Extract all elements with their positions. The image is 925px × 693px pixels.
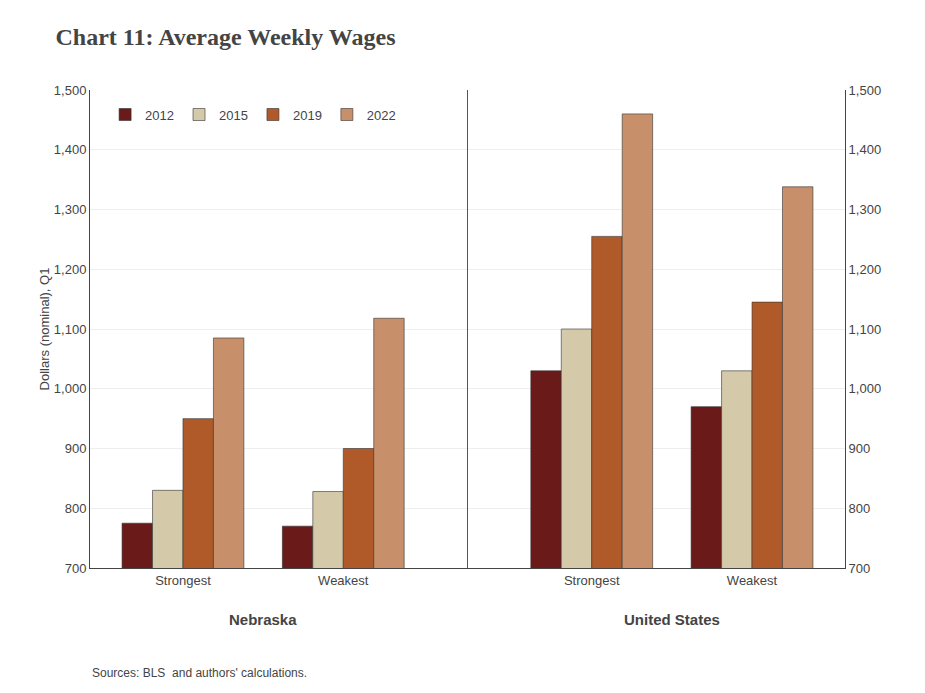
svg-text:700: 700 [849, 561, 871, 576]
svg-text:800: 800 [849, 501, 871, 516]
svg-text:Sources: BLS and authors' cal: Sources: BLS and authors' calculations. [92, 666, 307, 680]
svg-text:1,200: 1,200 [54, 262, 87, 277]
svg-text:Weakest: Weakest [727, 573, 778, 588]
svg-text:2019: 2019 [293, 108, 322, 123]
svg-text:1,100: 1,100 [54, 322, 87, 337]
svg-text:800: 800 [65, 501, 87, 516]
svg-text:Strongest: Strongest [155, 573, 211, 588]
svg-text:900: 900 [849, 441, 871, 456]
svg-text:1,500: 1,500 [54, 83, 87, 98]
svg-text:United States: United States [624, 611, 720, 628]
svg-text:1,400: 1,400 [54, 142, 87, 157]
svg-text:1,300: 1,300 [54, 202, 87, 217]
svg-text:1,400: 1,400 [849, 142, 882, 157]
svg-text:Nebraska: Nebraska [229, 611, 297, 628]
svg-text:1,200: 1,200 [849, 262, 882, 277]
svg-text:Dollars (nominal), Q1: Dollars (nominal), Q1 [37, 268, 52, 391]
svg-text:2015: 2015 [219, 108, 248, 123]
svg-text:900: 900 [65, 441, 87, 456]
svg-text:1,300: 1,300 [849, 202, 882, 217]
svg-text:700: 700 [65, 561, 87, 576]
svg-text:2012: 2012 [145, 108, 174, 123]
svg-text:1,000: 1,000 [849, 381, 882, 396]
svg-text:Weakest: Weakest [318, 573, 369, 588]
svg-text:1,100: 1,100 [849, 322, 882, 337]
svg-text:1,500: 1,500 [849, 83, 882, 98]
svg-text:Strongest: Strongest [564, 573, 620, 588]
svg-text:1,000: 1,000 [54, 381, 87, 396]
svg-text:Chart 11: Average Weekly Wages: Chart 11: Average Weekly Wages [56, 24, 396, 50]
svg-text:2022: 2022 [367, 108, 396, 123]
